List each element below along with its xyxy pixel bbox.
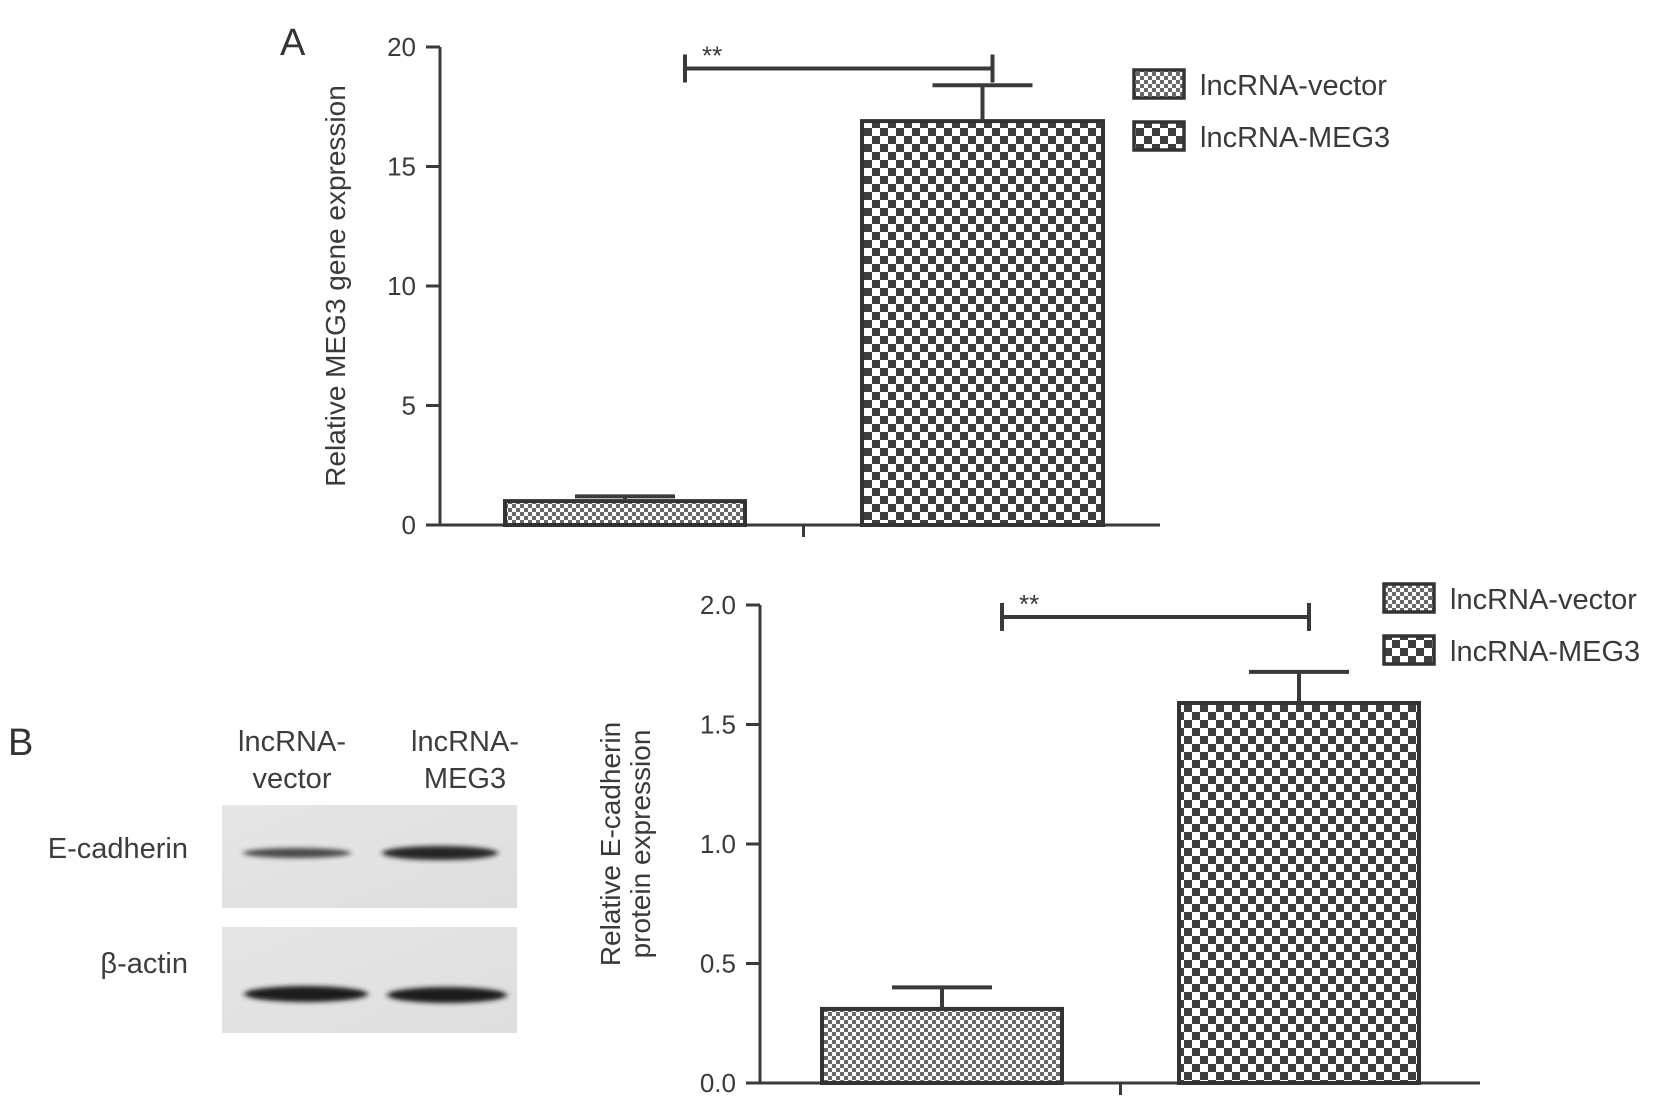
legend-swatch <box>1132 120 1186 152</box>
y-tick-label: 0.0 <box>700 1068 736 1098</box>
blot-lane-label-line1: lncRNA- <box>411 726 519 758</box>
blot-membrane-bactin <box>222 927 517 1033</box>
panel-b-label: B <box>8 722 34 764</box>
blot-lane-label-line2: vector <box>252 763 332 795</box>
y-axis-label-line: Relative E-cadherin <box>595 722 626 966</box>
y-tick-label: 0 <box>402 510 416 540</box>
bar-meg3 <box>860 119 1105 527</box>
y-axis-label-line: protein expression <box>625 730 656 959</box>
western-blot-image <box>222 805 517 1033</box>
bar-vector <box>820 1006 1064 1085</box>
blot-lane-label-line1: lncRNA- <box>238 726 346 758</box>
band-ecadherin-vector <box>243 848 351 858</box>
significance-label: ** <box>1019 589 1039 619</box>
y-tick-label: 1.0 <box>700 829 736 859</box>
legend-label: lncRNA-vector <box>1200 70 1387 102</box>
blot-row-label-ecadherin: E-cadherin <box>47 833 188 865</box>
y-tick-label: 0.5 <box>700 949 736 979</box>
panel-a-label: A <box>280 22 306 64</box>
y-tick-label: 1.5 <box>700 710 736 740</box>
significance-label: ** <box>702 41 722 71</box>
band-bactin-vector <box>244 986 368 1002</box>
band-bactin-meg3 <box>387 987 507 1003</box>
blot-lane-label-vector: lncRNA- vector <box>212 724 372 798</box>
y-tick-label: 2.0 <box>700 590 736 620</box>
bar-vector <box>503 499 747 528</box>
bar-meg3 <box>1177 700 1421 1085</box>
legend-label: lncRNA-vector <box>1450 584 1637 616</box>
legend-swatch <box>1382 582 1436 614</box>
blot-lane-label-line2: MEG3 <box>423 763 507 795</box>
y-tick-label: 15 <box>387 152 416 182</box>
legend-swatch <box>1132 68 1186 100</box>
blot-row-label-bactin: β-actin <box>100 948 188 980</box>
y-tick-label: 5 <box>402 391 416 421</box>
y-tick-label: 10 <box>387 271 416 301</box>
legend-label: lncRNA-MEG3 <box>1450 636 1640 668</box>
band-ecadherin-meg3 <box>382 846 498 860</box>
legend-label: lncRNA-MEG3 <box>1200 122 1390 154</box>
y-tick-label: 20 <box>387 32 416 62</box>
legend-swatch <box>1382 634 1436 666</box>
y-axis-label: Relative MEG3 gene expression <box>320 85 351 487</box>
blot-lane-label-meg3: lncRNA- MEG3 <box>385 724 545 798</box>
